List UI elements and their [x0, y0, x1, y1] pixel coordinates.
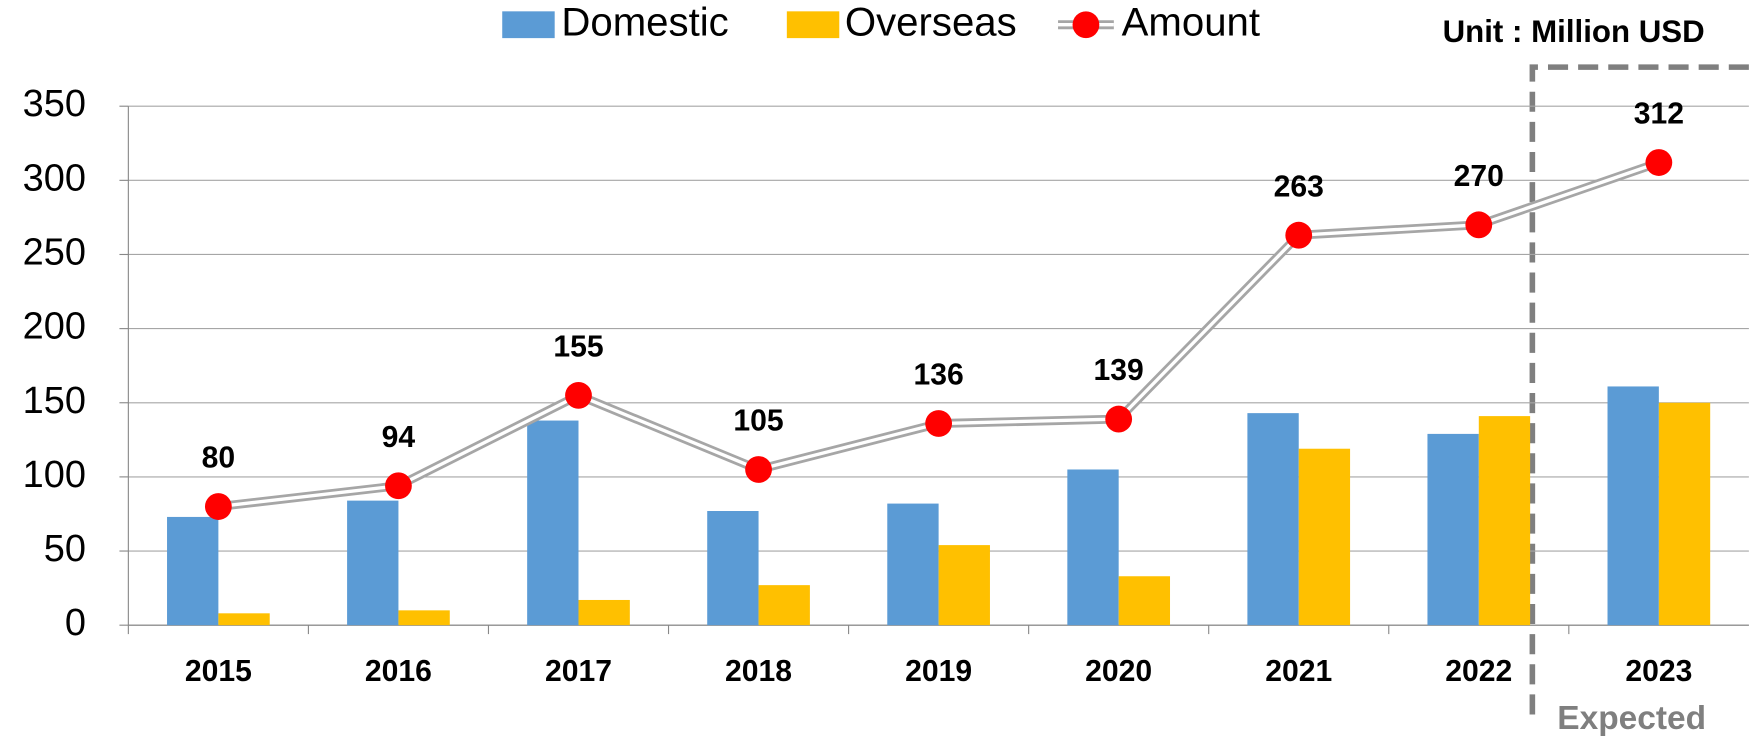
marker	[925, 410, 953, 437]
data-label: 105	[733, 405, 783, 438]
expected-box	[1529, 64, 1750, 715]
marker	[1465, 211, 1493, 239]
bar	[167, 516, 219, 626]
bar	[1247, 413, 1299, 626]
legend-marker	[1072, 11, 1100, 39]
marker	[745, 456, 772, 483]
y-tick-label: 50	[44, 528, 86, 570]
legend-swatch	[502, 11, 555, 39]
y-tick-label: 200	[23, 306, 86, 348]
marker	[204, 493, 232, 520]
x-tick-label: 2015	[185, 655, 252, 688]
x-tick-label: 2020	[1085, 655, 1152, 688]
bar	[1478, 416, 1531, 626]
y-tick-label: 100	[23, 454, 86, 496]
expected-label: Expected	[1557, 700, 1706, 737]
bar	[938, 545, 990, 626]
unit-note: Unit : Million USD	[1443, 14, 1705, 49]
x-tick-label: 2016	[365, 655, 432, 688]
bar	[887, 503, 939, 626]
data-label: 136	[913, 359, 963, 392]
data-label: 312	[1634, 98, 1684, 131]
marker	[1645, 149, 1673, 176]
bar	[1427, 433, 1479, 626]
bar	[1067, 469, 1119, 626]
bar	[758, 585, 810, 626]
data-label: 155	[553, 330, 603, 363]
marker	[1105, 405, 1133, 433]
y-tick-label: 250	[23, 231, 86, 273]
marker	[565, 381, 592, 409]
legend-label: Amount	[1122, 0, 1260, 44]
x-tick-label: 2023	[1625, 655, 1692, 688]
bar	[527, 420, 579, 626]
x-tick-label: 2022	[1445, 655, 1512, 688]
bar	[1298, 448, 1351, 626]
bar	[1118, 576, 1171, 626]
x-tick-label: 2017	[545, 655, 612, 688]
bar	[1607, 386, 1659, 626]
data-label: 270	[1454, 160, 1504, 193]
marker	[1285, 221, 1313, 249]
y-tick-label: 350	[23, 83, 86, 125]
data-label: 139	[1094, 354, 1144, 387]
legend: Domestic Overseas Amount	[502, 0, 1260, 44]
x-tick-label: 2021	[1265, 655, 1332, 688]
bar	[1658, 402, 1711, 626]
legend-label: Overseas	[845, 0, 1017, 44]
bar	[218, 613, 270, 626]
bar	[347, 500, 399, 626]
y-tick-label: 0	[65, 602, 86, 644]
data-label: 80	[202, 442, 236, 475]
x-tick-label: 2018	[725, 655, 792, 688]
marker	[385, 472, 412, 500]
bar	[707, 511, 759, 626]
data-label: 263	[1274, 170, 1324, 203]
data-label: 94	[382, 421, 416, 454]
bar	[578, 599, 630, 626]
x-tick-label: 2019	[905, 655, 972, 688]
legend-label: Domestic	[561, 0, 728, 44]
y-tick-label: 150	[23, 380, 86, 422]
legend-swatch	[786, 11, 840, 39]
y-tick-label: 300	[23, 157, 86, 199]
bar	[398, 610, 450, 626]
